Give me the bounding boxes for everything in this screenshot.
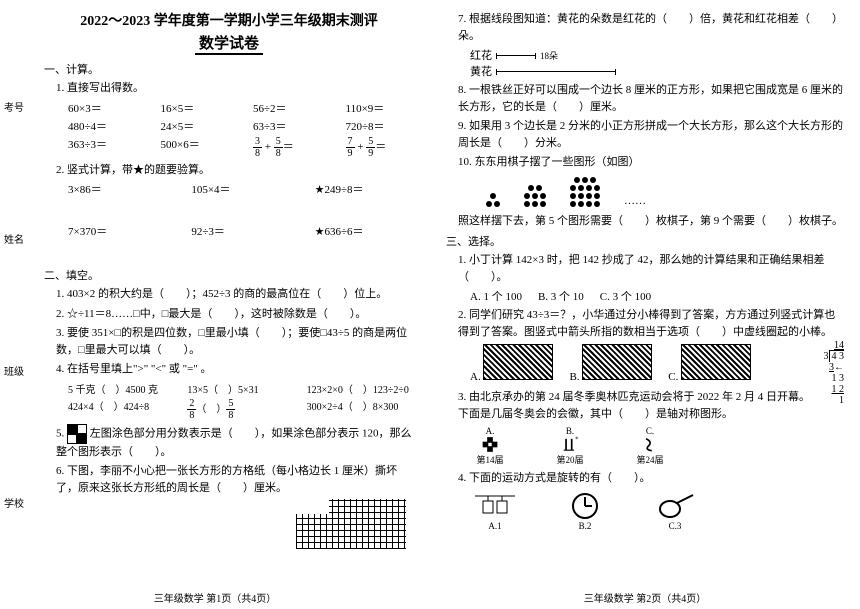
q2-8: 8. 一根铁丝正好可以围成一个边长 8 厘米的正方形，如果把它围成宽是 6 厘米… bbox=[458, 82, 844, 115]
page-1: 考号 姓名 班级 学校 2022～2023 学年度第一学期小学三年级期末测评 数… bbox=[0, 0, 430, 609]
calc-item: 60×3＝ bbox=[68, 100, 137, 116]
olympic-logos: A. 第14届 B. * 第20届 C. 第24届 bbox=[470, 426, 844, 466]
q2-5: 5. 左图涂色部分用分数表示是（ ），如果涂色部分表示 120，那么整个图形表示… bbox=[56, 424, 414, 461]
label-yellow: 黄花 bbox=[470, 63, 492, 79]
q3-4: 4. 下面的运动方式是旋转的有（ ）。 bbox=[458, 470, 844, 487]
q2-9: 9. 如果用 3 个边长是 2 分米的小正方形拼成一个大长方形，那么这个大长方形… bbox=[458, 118, 844, 151]
option-b: B. bbox=[569, 344, 652, 383]
motion-clock: B.2 bbox=[560, 491, 610, 531]
label-red-value: 18朵 bbox=[540, 49, 558, 62]
option-c: C. bbox=[668, 344, 751, 383]
q2-10: 10. 东东用棋子摆了一些图形（如图） bbox=[458, 154, 844, 171]
q3-1: 1. 小丁计算 142×3 时，把 142 抄成了 42，那么她的计算结果和正确… bbox=[458, 252, 844, 285]
calc-item: 480÷4＝ bbox=[68, 118, 137, 134]
calc-item: ★249÷8＝ bbox=[315, 181, 414, 197]
motion-cable-car: A.1 bbox=[470, 491, 520, 531]
calc-item: 363÷3＝ bbox=[68, 136, 137, 159]
calc-item: 500×6＝ bbox=[161, 136, 230, 159]
svg-text:*: * bbox=[575, 437, 579, 444]
calc-item: ★636÷6＝ bbox=[315, 223, 414, 239]
subtitle: 数学试卷 bbox=[44, 32, 414, 55]
shaded-square-icon bbox=[67, 424, 87, 444]
q2-1: 1. 403×2 的积大约是（ ）；452÷3 的商的最高位在（ ）位上。 bbox=[56, 286, 414, 303]
option-a: A. bbox=[470, 344, 553, 383]
q3-3: 3. 由北京承办的第 24 届冬季奥林匹克运动会将于 2022 年 2 月 4 … bbox=[458, 389, 844, 422]
q2-3: 3. 要使 351×□的积是四位数，□里最小填（ ）；要使□43÷5 的商是两位… bbox=[56, 325, 414, 358]
option-a: A. 1 个 100 bbox=[470, 288, 522, 304]
motion-violin: C.3 bbox=[650, 491, 700, 531]
calc-item: 56÷2＝ bbox=[253, 100, 322, 116]
calc-row: 363÷3＝ 500×6＝ 38 + 58＝ 79 + 59＝ bbox=[68, 136, 414, 159]
dot-pattern-1 bbox=[486, 193, 500, 207]
calc-row: 3×86＝ 105×4＝ ★249÷8＝ bbox=[68, 181, 414, 197]
option-b: B. 3 个 10 bbox=[538, 288, 584, 304]
long-division-figure: 14 34 3 3← 1 3 1 2 1 bbox=[824, 340, 845, 406]
q2-4-title: 4. 在括号里填上">" "<" 或 "=" 。 bbox=[56, 361, 414, 378]
calc-item: 24×5＝ bbox=[161, 118, 230, 134]
main-title: 2022～2023 学年度第一学期小学三年级期末测评 bbox=[44, 10, 414, 30]
calc-row: 480÷4＝ 24×5＝ 63÷3＝ 720÷8＝ bbox=[68, 118, 414, 134]
line-diagram: 黄花 bbox=[470, 63, 844, 79]
calc-item-frac: 38 + 58＝ bbox=[253, 136, 322, 159]
dot-patterns: …… bbox=[486, 177, 844, 207]
calc-item: 63÷3＝ bbox=[253, 118, 322, 134]
q1-1-title: 1. 直接写出得数。 bbox=[56, 80, 414, 97]
binding-label: 姓名 bbox=[4, 231, 24, 246]
calc-item: 105×4＝ bbox=[191, 181, 290, 197]
calc-row: 7×370＝ 92÷3＝ ★636÷6＝ bbox=[68, 223, 414, 239]
q2-6: 6. 下图，李丽不小心把一张长方形的方格纸（每小格边长 1 厘米）撕坏了，原来这… bbox=[56, 463, 414, 496]
option-c: C. 3 个 100 bbox=[600, 288, 651, 304]
label-red: 红花 bbox=[470, 47, 492, 63]
motion-figures: A.1 B.2 C.3 bbox=[470, 491, 844, 531]
compare-item: 123×2×0（ ）123÷2÷0 bbox=[307, 381, 414, 396]
page-footer-2: 三年级数学 第2页（共4页） bbox=[430, 590, 860, 605]
q3-1-options: A. 1 个 100 B. 3 个 10 C. 3 个 100 bbox=[470, 288, 844, 304]
compare-item: 300×2÷4（ ）8×300 bbox=[307, 398, 414, 421]
q3-2: 2. 同学们研究 43÷3＝？，小华通过分小棒得到了答案，方方通过列竖式计算也得… bbox=[458, 307, 844, 340]
q3-2-options: A. B. C. bbox=[470, 344, 816, 383]
calc-item: 16×5＝ bbox=[161, 100, 230, 116]
calc-item: 7×370＝ bbox=[68, 223, 167, 239]
binding-label: 考号 bbox=[4, 99, 24, 114]
logo-20: B. * 第20届 bbox=[550, 426, 590, 466]
exam-page: 考号 姓名 班级 学校 2022～2023 学年度第一学期小学三年级期末测评 数… bbox=[0, 0, 860, 609]
dot-pattern-3 bbox=[570, 177, 600, 207]
calc-item: 3×86＝ bbox=[68, 181, 167, 197]
logo-24: C. 第24届 bbox=[630, 426, 670, 466]
compare-item: 13×5（ ）5×31 bbox=[187, 381, 294, 396]
binding-strip: 考号 姓名 班级 学校 bbox=[4, 40, 24, 569]
page-footer-1: 三年级数学 第1页（共4页） bbox=[0, 590, 430, 605]
binding-label: 班级 bbox=[4, 363, 24, 378]
section-3-title: 三、选择。 bbox=[446, 233, 844, 249]
calc-row: 60×3＝ 16×5＝ 56÷2＝ 110×9＝ bbox=[68, 100, 414, 116]
dot-pattern-2 bbox=[524, 185, 546, 207]
compare-row: 5 千克（ ）4500 克 13×5（ ）5×31 123×2×0（ ）123÷… bbox=[68, 381, 414, 396]
calc-item: 720÷8＝ bbox=[346, 118, 415, 134]
binding-label: 学校 bbox=[4, 495, 24, 510]
q2-7: 7. 根据线段图知道：黄花的朵数是红花的（ ）倍，黄花和红花相差（ ）朵。 bbox=[458, 11, 844, 44]
compare-item: 424×4（ ）424÷8 bbox=[68, 398, 175, 421]
logo-14: A. 第14届 bbox=[470, 426, 510, 466]
q2-2: 2. ☆÷11＝8……□中，□最大是（ ），这时被除数是（ ）。 bbox=[56, 306, 414, 323]
compare-item: 5 千克（ ）4500 克 bbox=[68, 381, 175, 396]
compare-row: 424×4（ ）424÷8 28（ ）58 300×2÷4（ ）8×300 bbox=[68, 398, 414, 421]
calc-item-frac: 79 + 59＝ bbox=[346, 136, 415, 159]
line-diagram: 红花 18朵 bbox=[470, 47, 844, 63]
q2-10b: 照这样摆下去，第 5 个图形需要（ ）枚棋子，第 9 个需要（ ）枚棋子。 bbox=[458, 213, 844, 230]
section-1-title: 一、计算。 bbox=[44, 61, 414, 77]
torn-grid-figure bbox=[296, 499, 406, 549]
page-2: 7. 根据线段图知道：黄花的朵数是红花的（ ）倍，黄花和红花相差（ ）朵。 红花… bbox=[430, 0, 860, 609]
q1-2-title: 2. 竖式计算，带★的题要验算。 bbox=[56, 162, 414, 179]
section-2-title: 二、填空。 bbox=[44, 267, 414, 283]
calc-item: 92÷3＝ bbox=[191, 223, 290, 239]
calc-item: 110×9＝ bbox=[346, 100, 415, 116]
ellipsis: …… bbox=[624, 195, 646, 207]
compare-item: 28（ ）58 bbox=[187, 398, 294, 421]
